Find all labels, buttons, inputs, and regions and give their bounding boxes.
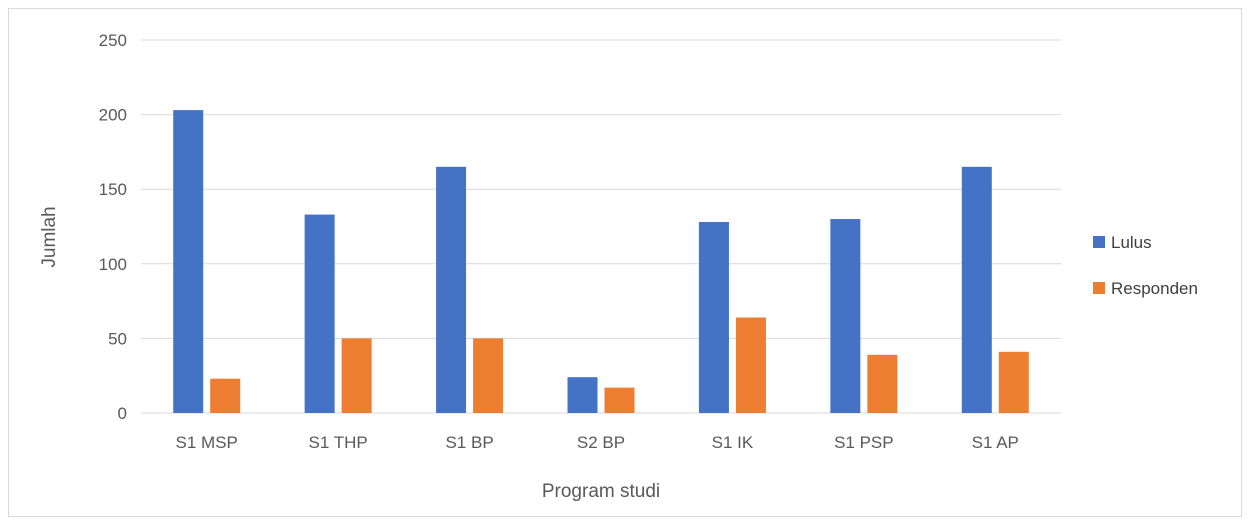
gridlines bbox=[141, 39, 1061, 414]
y-tick-label: 150 bbox=[99, 180, 127, 199]
x-tick-label: S1 AP bbox=[972, 433, 1019, 452]
bar-lulus-s1-ap bbox=[961, 166, 992, 413]
bar-responden-s1-psp bbox=[867, 354, 898, 413]
y-tick-label: 0 bbox=[118, 404, 127, 423]
y-tick-label: 50 bbox=[108, 329, 127, 348]
legend-swatch-lulus bbox=[1093, 236, 1105, 248]
x-tick-label: S1 IK bbox=[712, 433, 754, 452]
y-tick-label: 100 bbox=[99, 255, 127, 274]
x-tick-label: S1 PSP bbox=[834, 433, 894, 452]
x-axis-title: Program studi bbox=[542, 481, 660, 502]
bar-lulus-s1-bp bbox=[436, 166, 467, 413]
y-tick-label: 250 bbox=[99, 31, 127, 50]
y-tick-label: 200 bbox=[99, 106, 127, 125]
legend-swatch-responden bbox=[1093, 282, 1105, 294]
x-tick-label: S1 BP bbox=[445, 433, 493, 452]
bar-lulus-s1-psp bbox=[830, 219, 861, 413]
bars bbox=[173, 110, 1029, 414]
bar-lulus-s2-bp bbox=[567, 377, 598, 413]
bar-responden-s1-ik bbox=[735, 317, 766, 413]
bar-responden-s1-msp bbox=[210, 378, 241, 413]
bar-lulus-s1-thp bbox=[304, 214, 335, 413]
bar-responden-s1-bp bbox=[473, 338, 504, 413]
chart-area: 0 50 100 150 200 250 S1 MSP S1 THP S1 BP S2 BP S1… bbox=[8, 8, 1242, 517]
y-axis-title: Jumlah bbox=[39, 206, 60, 267]
x-tick-label: S1 MSP bbox=[176, 433, 238, 452]
bar-lulus-s1-ik bbox=[698, 222, 729, 413]
x-tick-label: S1 THP bbox=[309, 433, 368, 452]
legend: Lulus Responden bbox=[1093, 233, 1198, 298]
legend-label-responden: Responden bbox=[1111, 279, 1198, 298]
bar-lulus-s1-msp bbox=[173, 110, 204, 414]
y-axis-ticks: 0 50 100 150 200 250 bbox=[99, 31, 127, 423]
bar-responden-s1-thp bbox=[341, 338, 372, 413]
x-tick-label: S2 BP bbox=[577, 433, 625, 452]
bar-responden-s2-bp bbox=[604, 387, 635, 413]
legend-label-lulus: Lulus bbox=[1111, 233, 1152, 252]
x-axis-ticks: S1 MSP S1 THP S1 BP S2 BP S1 IK S1 PSP S1 AP bbox=[176, 433, 1019, 452]
bar-responden-s1-ap bbox=[998, 351, 1029, 413]
